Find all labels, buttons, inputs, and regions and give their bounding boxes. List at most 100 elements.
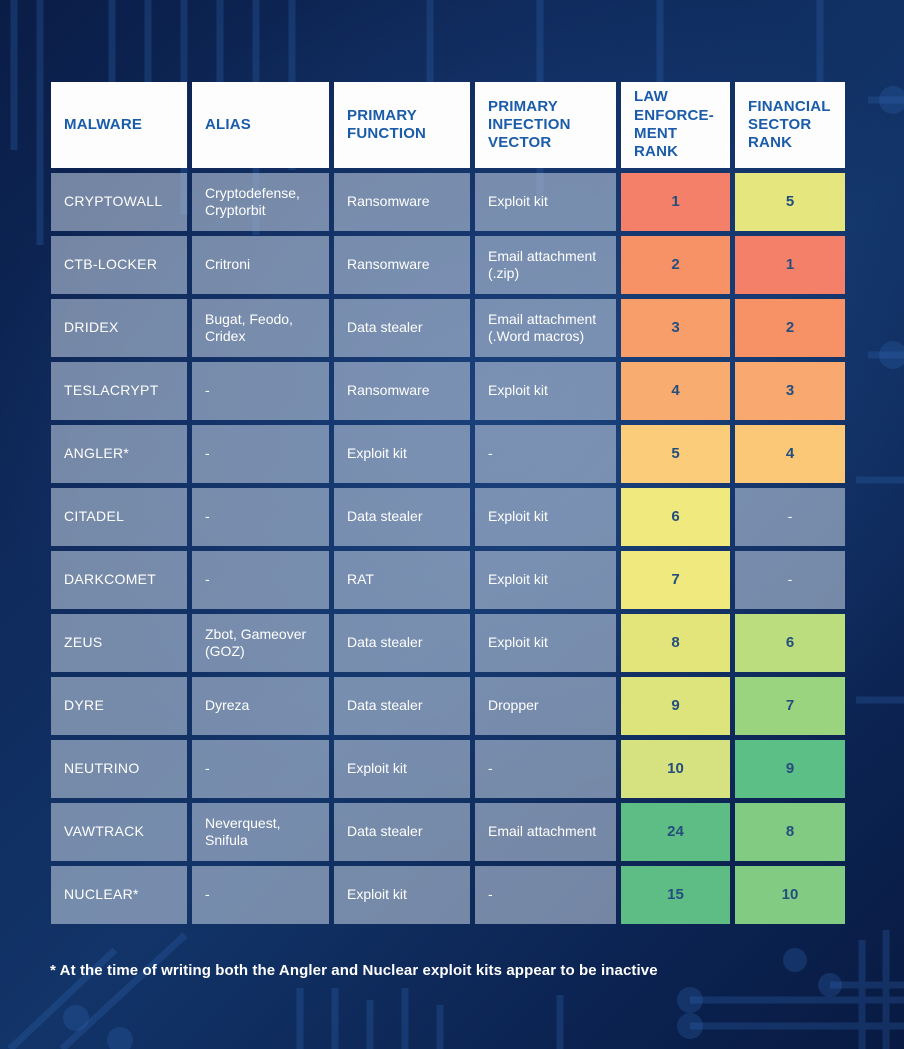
cell-financial-sector-rank-value: -	[787, 571, 793, 588]
cell-malware-label: DARKCOMET	[64, 571, 157, 588]
cell-law-enforcement-rank-value: 1	[671, 192, 680, 210]
cell-infection-vector: Email attachment (.zip)	[475, 236, 616, 294]
cell-law-enforcement-rank: 6	[621, 488, 730, 546]
cell-law-enforcement-rank: 3	[621, 299, 730, 357]
cell-primary-function: RAT	[334, 551, 470, 609]
cell-financial-sector-rank-value: 2	[785, 318, 795, 336]
table-row-angler: ANGLER* - Exploit kit - 5 4	[51, 425, 845, 483]
cell-malware: CITADEL	[51, 488, 187, 546]
cell-malware: CRYPTOWALL	[51, 173, 187, 231]
cell-law-enforcement-rank: 2	[621, 236, 730, 294]
cell-infection-vector-label: Exploit kit	[488, 634, 548, 651]
cell-primary-function: Ransomware	[334, 236, 470, 294]
cell-alias-label: Neverquest, Snifula	[205, 814, 281, 849]
cell-primary-function-label: Data stealer	[347, 823, 423, 840]
cell-infection-vector: -	[475, 866, 616, 924]
cell-primary-function-label: Data stealer	[347, 634, 423, 651]
cell-malware-label: CITADEL	[64, 508, 125, 525]
cell-infection-vector: Email attachment (.Word macros)	[475, 299, 616, 357]
cell-financial-sector-rank: -	[735, 551, 845, 609]
cell-alias: -	[192, 740, 329, 798]
cell-malware-label: NUCLEAR*	[64, 886, 139, 903]
cell-infection-vector-label: -	[488, 760, 493, 777]
cell-financial-sector-rank-value: 10	[781, 885, 799, 903]
cell-law-enforcement-rank-value: 15	[667, 885, 684, 903]
cell-malware: ANGLER*	[51, 425, 187, 483]
cell-primary-function: Ransomware	[334, 362, 470, 420]
cell-malware: DARKCOMET	[51, 551, 187, 609]
cell-law-enforcement-rank: 1	[621, 173, 730, 231]
table-row-vawtrack: VAWTRACK Neverquest, Snifula Data stealer E…	[51, 803, 845, 861]
table-row-nuclear: NUCLEAR* - Exploit kit - 15 10	[51, 866, 845, 924]
cell-malware: ZEUS	[51, 614, 187, 672]
cell-primary-function-label: Data stealer	[347, 508, 423, 525]
cell-financial-sector-rank: 2	[735, 299, 845, 357]
cell-alias-label: -	[205, 760, 210, 777]
cell-malware: DYRE	[51, 677, 187, 735]
cell-infection-vector: Dropper	[475, 677, 616, 735]
cell-primary-function-label: RAT	[347, 571, 374, 588]
cell-primary-function: Data stealer	[334, 803, 470, 861]
cell-alias: -	[192, 488, 329, 546]
cell-financial-sector-rank-value: 7	[785, 696, 795, 714]
malware-table: MALWARE ALIAS PRIMARY FUNCTION PRIMARY INFE…	[51, 82, 845, 924]
cell-law-enforcement-rank-value: 6	[671, 507, 680, 525]
cell-law-enforcement-rank-value: 2	[671, 255, 680, 273]
cell-financial-sector-rank: 6	[735, 614, 845, 672]
cell-malware-label: DRIDEX	[64, 319, 119, 336]
cell-infection-vector: -	[475, 740, 616, 798]
cell-primary-function: Exploit kit	[334, 866, 470, 924]
cell-primary-function-label: Data stealer	[347, 319, 423, 336]
cell-alias: -	[192, 425, 329, 483]
cell-alias: Critroni	[192, 236, 329, 294]
column-header-label: ALIAS	[205, 115, 251, 133]
cell-law-enforcement-rank: 15	[621, 866, 730, 924]
cell-financial-sector-rank: 1	[735, 236, 845, 294]
table-row-dridex: DRIDEX Bugat, Feodo, Cridex Data stealer Em…	[51, 299, 845, 357]
cell-financial-sector-rank: 7	[735, 677, 845, 735]
cell-infection-vector: -	[475, 425, 616, 483]
cell-malware: DRIDEX	[51, 299, 187, 357]
cell-financial-sector-rank: 10	[735, 866, 845, 924]
column-header-label: PRIMARY FUNCTION	[347, 106, 427, 142]
cell-infection-vector-label: -	[488, 886, 493, 903]
cell-primary-function-label: Exploit kit	[347, 445, 407, 462]
column-header-label: MALWARE	[64, 115, 143, 133]
column-header-malware: MALWARE	[51, 82, 187, 168]
cell-malware: CTB-LOCKER	[51, 236, 187, 294]
column-header-label: LAW ENFORCE-MENT RANK	[634, 88, 714, 161]
cell-financial-sector-rank-value: -	[787, 508, 793, 525]
cell-alias-label: -	[205, 886, 210, 903]
cell-law-enforcement-rank-value: 7	[671, 570, 680, 588]
cell-malware-label: DYRE	[64, 697, 105, 714]
cell-malware-label: ANGLER*	[64, 445, 130, 462]
cell-infection-vector: Exploit kit	[475, 173, 616, 231]
cell-financial-sector-rank-value: 8	[785, 822, 795, 840]
cell-malware: TESLACRYPT	[51, 362, 187, 420]
cell-law-enforcement-rank: 9	[621, 677, 730, 735]
cell-financial-sector-rank: 9	[735, 740, 845, 798]
cell-alias: Bugat, Feodo, Cridex	[192, 299, 329, 357]
cell-financial-sector-rank-value: 3	[785, 381, 795, 399]
cell-law-enforcement-rank-value: 9	[671, 696, 680, 714]
cell-alias-label: Dyreza	[205, 697, 250, 714]
cell-infection-vector-label: Exploit kit	[488, 508, 548, 525]
cell-infection-vector: Exploit kit	[475, 614, 616, 672]
cell-primary-function-label: Data stealer	[347, 697, 423, 714]
cell-alias-label: Critroni	[205, 256, 251, 273]
cell-primary-function: Data stealer	[334, 488, 470, 546]
cell-law-enforcement-rank-value: 3	[671, 318, 680, 336]
cell-infection-vector-label: Exploit kit	[488, 382, 548, 399]
cell-alias: Zbot, Gameover (GOZ)	[192, 614, 329, 672]
cell-alias: Cryptodefense, Cryptorbit	[192, 173, 329, 231]
column-header-financial-sector-rank: FINANCIAL SECTOR RANK	[735, 82, 845, 168]
cell-law-enforcement-rank: 5	[621, 425, 730, 483]
table-row-teslacrypt: TESLACRYPT - Ransomware Exploit kit 4 3	[51, 362, 845, 420]
cell-financial-sector-rank-value: 5	[785, 192, 795, 210]
cell-law-enforcement-rank-value: 8	[671, 633, 680, 651]
cell-law-enforcement-rank-value: 10	[667, 759, 684, 777]
cell-law-enforcement-rank: 7	[621, 551, 730, 609]
cell-financial-sector-rank: 3	[735, 362, 845, 420]
cell-alias-label: Cryptodefense, Cryptorbit	[205, 184, 300, 219]
